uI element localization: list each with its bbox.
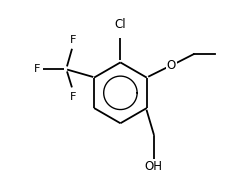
- Text: OH: OH: [144, 160, 162, 173]
- Text: F: F: [70, 35, 76, 45]
- Text: F: F: [34, 64, 40, 74]
- Text: O: O: [166, 59, 175, 72]
- Text: F: F: [70, 92, 76, 102]
- Text: Cl: Cl: [114, 18, 126, 31]
